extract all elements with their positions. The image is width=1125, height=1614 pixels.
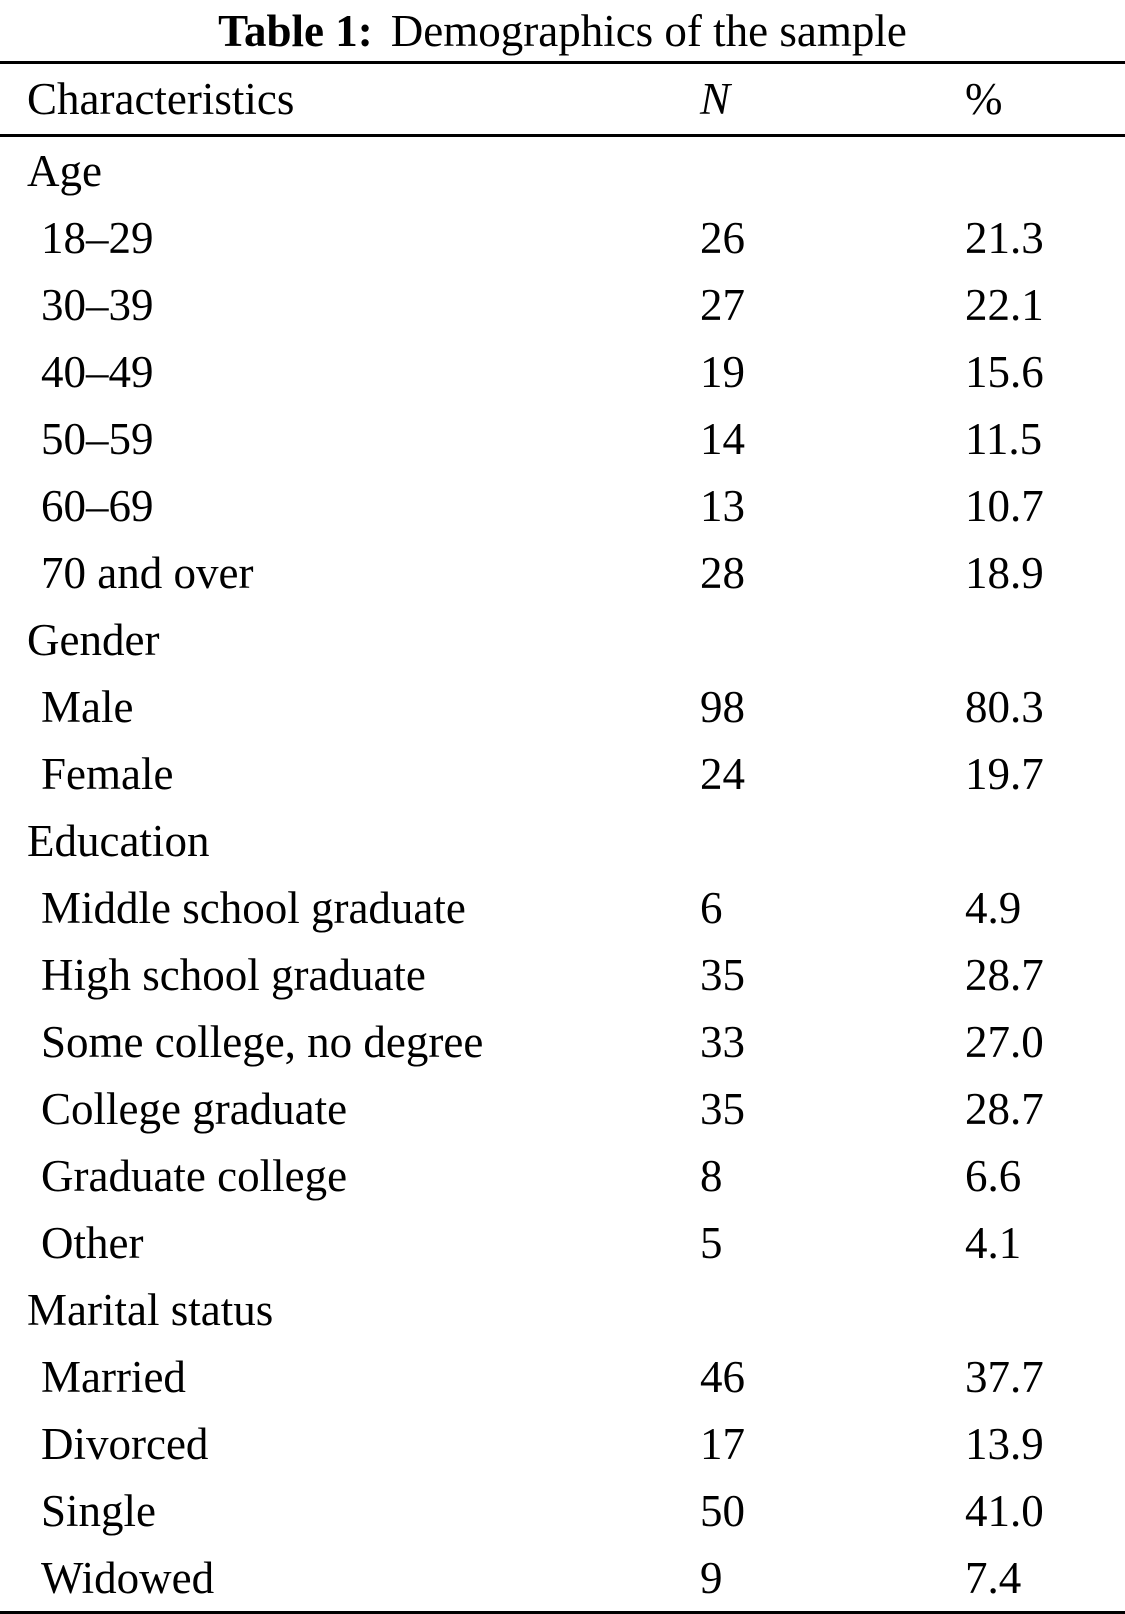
table-row: Female 24 19.7 (0, 740, 1125, 807)
row-n: 46 (700, 1351, 745, 1402)
row-n: 13 (700, 480, 745, 531)
top-rule (0, 61, 1125, 64)
row-label: 30–39 (41, 279, 154, 330)
row-label: 18–29 (41, 212, 154, 263)
table-row: 30–39 27 22.1 (0, 271, 1125, 338)
row-label: Age (27, 145, 102, 196)
row-pct: 11.5 (965, 413, 1043, 464)
column-header-characteristics: Characteristics (27, 74, 295, 124)
row-n: 35 (700, 949, 745, 1000)
table-row: Widowed 9 7.4 (0, 1544, 1125, 1611)
table-row: Graduate college 8 6.6 (0, 1142, 1125, 1209)
row-pct: 19.7 (965, 748, 1044, 799)
table-row: 50–59 14 11.5 (0, 405, 1125, 472)
row-pct: 28.7 (965, 1083, 1044, 1134)
table-title: Table 1: Demographics of the sample (0, 0, 1125, 61)
row-n: 33 (700, 1016, 745, 1067)
row-pct: 22.1 (965, 279, 1044, 330)
table-row: 40–49 19 15.6 (0, 338, 1125, 405)
row-n: 9 (700, 1552, 723, 1603)
row-label: Middle school graduate (41, 882, 466, 933)
table-row: Single 50 41.0 (0, 1477, 1125, 1544)
row-n: 28 (700, 547, 745, 598)
table-row: High school graduate 35 28.7 (0, 941, 1125, 1008)
row-n: 17 (700, 1418, 745, 1469)
row-label: Married (41, 1351, 186, 1402)
table-title-label: Table 1: (218, 5, 373, 56)
row-label: Divorced (41, 1418, 209, 1469)
row-label: 40–49 (41, 346, 154, 397)
row-n: 26 (700, 212, 745, 263)
row-label: Gender (27, 614, 160, 665)
row-pct: 80.3 (965, 681, 1044, 732)
row-label: Female (41, 748, 174, 799)
row-n: 6 (700, 882, 723, 933)
row-n: 5 (700, 1217, 723, 1268)
row-n: 50 (700, 1485, 745, 1536)
table-row: College graduate 35 28.7 (0, 1075, 1125, 1142)
row-pct: 27.0 (965, 1016, 1044, 1067)
row-n: 98 (700, 681, 745, 732)
row-label: Widowed (41, 1552, 215, 1603)
row-pct: 15.6 (965, 346, 1044, 397)
row-label: Some college, no degree (41, 1016, 484, 1067)
row-label: Graduate college (41, 1150, 348, 1201)
table-title-caption: Demographics of the sample (390, 5, 907, 56)
row-label: Education (27, 815, 210, 866)
row-label: 70 and over (41, 547, 254, 598)
row-pct: 28.7 (965, 949, 1044, 1000)
table-row: Divorced 17 13.9 (0, 1410, 1125, 1477)
table-row: 18–29 26 21.3 (0, 204, 1125, 271)
row-pct: 41.0 (965, 1485, 1044, 1536)
row-pct: 7.4 (965, 1552, 1022, 1603)
header-rule (0, 134, 1125, 137)
row-pct: 4.1 (965, 1217, 1022, 1268)
table-row: Male 98 80.3 (0, 673, 1125, 740)
row-pct: 10.7 (965, 480, 1044, 531)
table-row: Education (0, 807, 1125, 874)
row-pct: 13.9 (965, 1418, 1044, 1469)
row-n: 14 (700, 413, 745, 464)
table-row: 70 and over 28 18.9 (0, 539, 1125, 606)
table-row: Married 46 37.7 (0, 1343, 1125, 1410)
row-pct: 18.9 (965, 547, 1044, 598)
bottom-rule (0, 1611, 1125, 1614)
column-header-percent: % (965, 74, 1003, 124)
row-n: 27 (700, 279, 745, 330)
table-row: Age (0, 137, 1125, 204)
table-row: Other 5 4.1 (0, 1209, 1125, 1276)
row-label: 60–69 (41, 480, 154, 531)
row-n: 8 (700, 1150, 723, 1201)
row-n: 35 (700, 1083, 745, 1134)
row-pct: 21.3 (965, 212, 1044, 263)
table-body: Age 18–29 26 21.3 30–39 27 22.1 40–49 19… (0, 137, 1125, 1611)
row-label: Male (41, 681, 134, 732)
table-header-row: Characteristics N % (0, 64, 1125, 134)
row-label: Single (41, 1485, 157, 1536)
row-pct: 37.7 (965, 1351, 1044, 1402)
row-n: 24 (700, 748, 745, 799)
row-label: 50–59 (41, 413, 154, 464)
row-label: Marital status (27, 1284, 274, 1335)
row-n: 19 (700, 346, 745, 397)
column-header-n: N (700, 74, 731, 124)
table-row: 60–69 13 10.7 (0, 472, 1125, 539)
row-pct: 4.9 (965, 882, 1022, 933)
table-row: Some college, no degree 33 27.0 (0, 1008, 1125, 1075)
table-row: Marital status (0, 1276, 1125, 1343)
table-row: Middle school graduate 6 4.9 (0, 874, 1125, 941)
row-pct: 6.6 (965, 1150, 1022, 1201)
row-label: Other (41, 1217, 144, 1268)
row-label: College graduate (41, 1083, 348, 1134)
table-row: Gender (0, 606, 1125, 673)
row-label: High school graduate (41, 949, 426, 1000)
